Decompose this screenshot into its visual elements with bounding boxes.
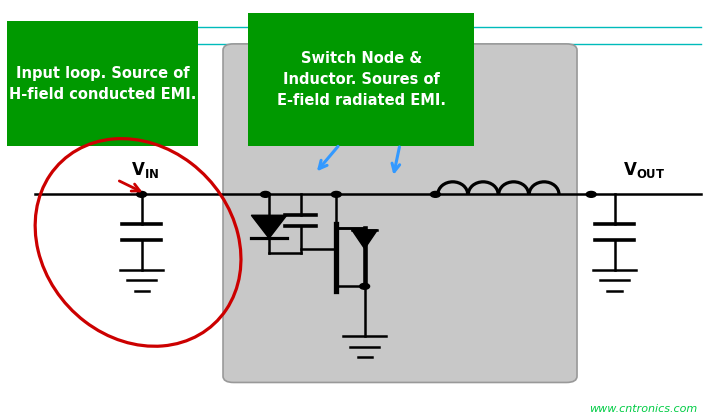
Circle shape [430, 191, 440, 197]
Polygon shape [251, 215, 287, 238]
Text: $\mathbf{V_{OUT}}$: $\mathbf{V_{OUT}}$ [623, 160, 666, 180]
FancyBboxPatch shape [223, 44, 577, 382]
Polygon shape [352, 230, 377, 249]
Text: Input loop. Source of
H-field conducted EMI.: Input loop. Source of H-field conducted … [9, 66, 196, 102]
FancyBboxPatch shape [7, 21, 198, 146]
Circle shape [360, 283, 370, 289]
Text: www.cntronics.com: www.cntronics.com [589, 404, 697, 414]
Circle shape [586, 191, 596, 197]
Circle shape [137, 191, 147, 197]
Circle shape [331, 191, 341, 197]
Text: Switch Node &
Inductor. Soures of
E-field radiated EMI.: Switch Node & Inductor. Soures of E-fiel… [277, 51, 445, 108]
Circle shape [261, 191, 270, 197]
Text: $\mathbf{V_{IN}}$: $\mathbf{V_{IN}}$ [131, 160, 159, 180]
FancyBboxPatch shape [248, 13, 474, 146]
